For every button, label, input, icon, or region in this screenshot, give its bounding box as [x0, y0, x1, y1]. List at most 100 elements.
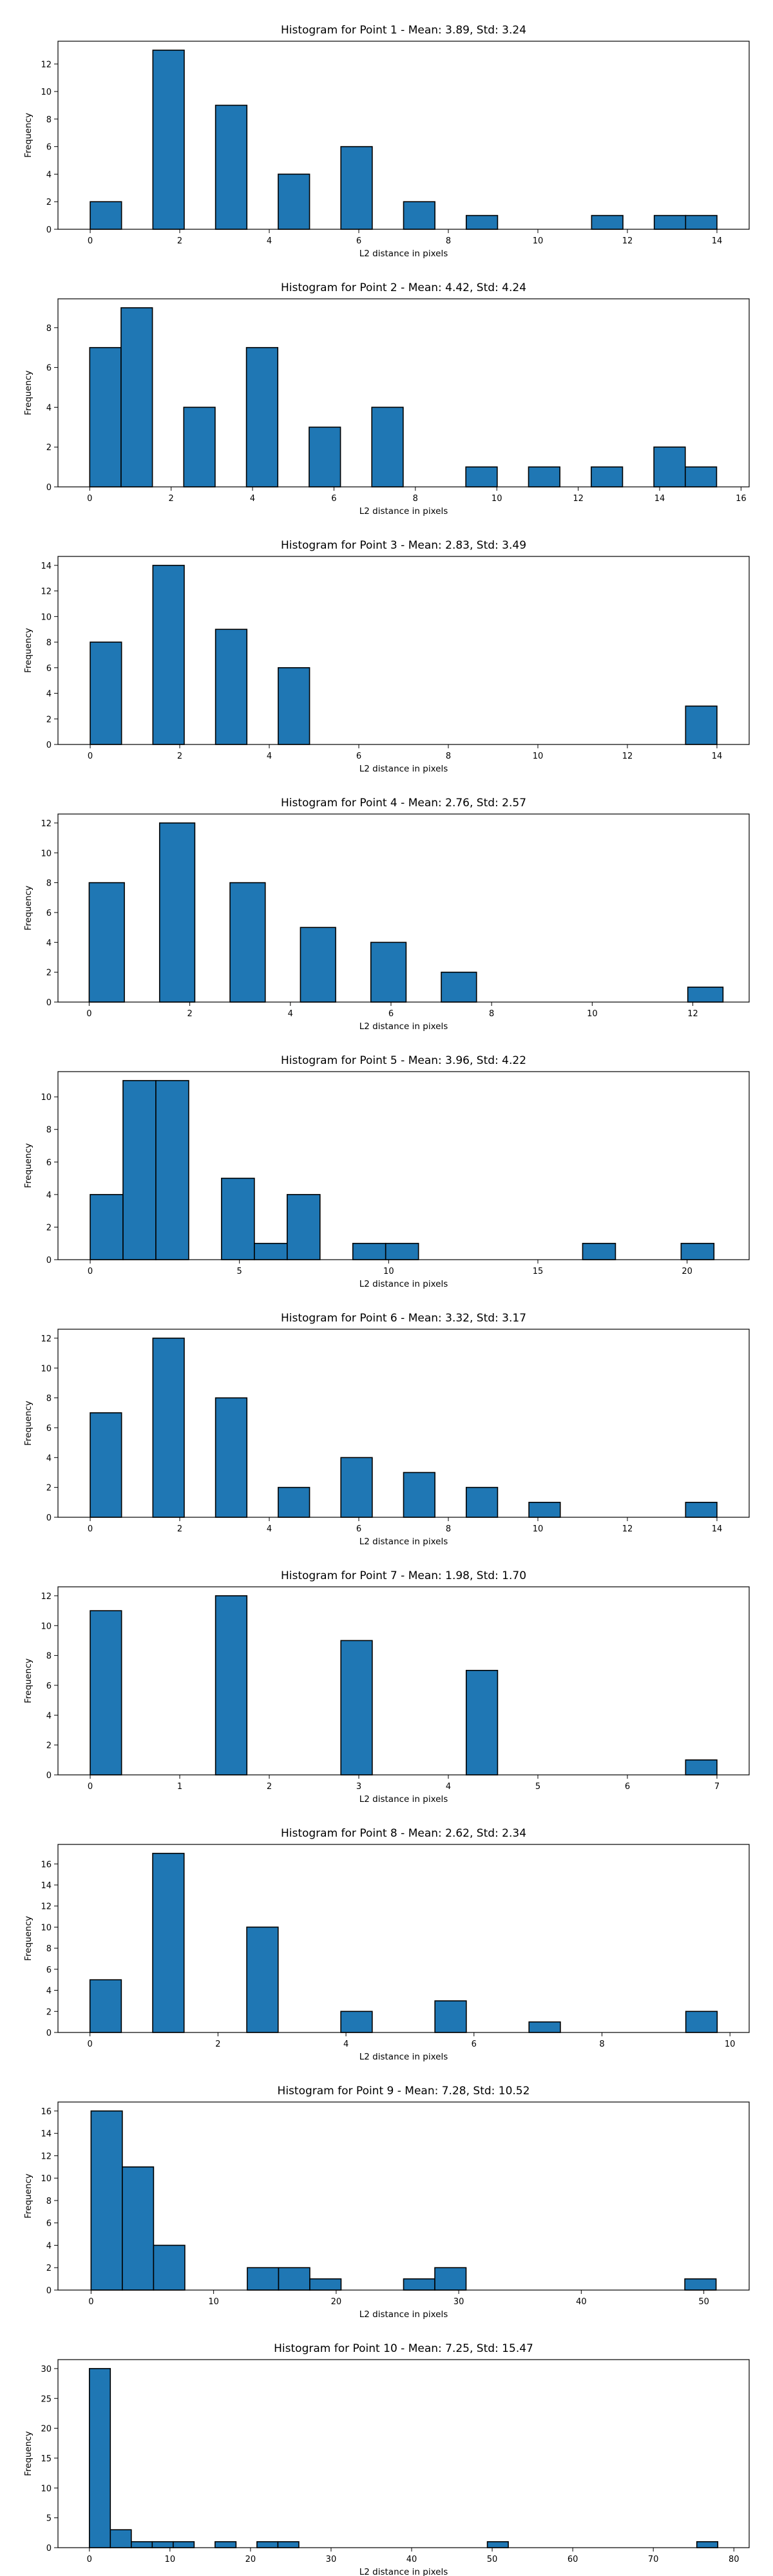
- y-tick-label: 0: [46, 225, 52, 235]
- x-tick-label: 5: [237, 1267, 242, 1276]
- histogram-bar: [90, 2110, 123, 2291]
- chart-title: Histogram for Point 1 - Mean: 3.89, Std:…: [281, 24, 526, 37]
- histogram-bar: [441, 971, 477, 1003]
- y-tick-label: 8: [46, 1126, 52, 1135]
- histogram-bar: [122, 1080, 157, 1260]
- x-tick-label: 50: [698, 2297, 709, 2307]
- histogram-bar: [685, 1502, 718, 1518]
- y-tick-label: 16: [41, 1860, 52, 1870]
- histogram-bar: [685, 1759, 718, 1776]
- y-axis-label: Frequency: [23, 370, 33, 415]
- histogram-bar: [256, 2541, 279, 2548]
- y-tick-label: 0: [46, 483, 52, 493]
- histogram-bar: [403, 201, 435, 230]
- y-tick-label: 6: [46, 1965, 52, 1975]
- y-tick-label: 12: [41, 2152, 52, 2161]
- histogram-bar: [684, 2278, 717, 2291]
- x-tick-label: 10: [383, 1267, 394, 1276]
- x-tick-label: 70: [648, 2555, 659, 2564]
- histogram-bar: [685, 2011, 718, 2033]
- histogram-bar: [465, 1669, 499, 1776]
- histogram-bar: [371, 406, 404, 488]
- histogram-bar: [215, 1397, 248, 1518]
- histogram-bar: [591, 214, 624, 230]
- x-tick-label: 4: [288, 1009, 293, 1019]
- y-tick-label: 8: [46, 115, 52, 125]
- y-tick-label: 8: [46, 1944, 52, 1954]
- chart-title: Histogram for Point 8 - Mean: 2.62, Std:…: [281, 1827, 526, 1840]
- histogram-bar: [591, 466, 624, 488]
- histogram-bar: [403, 2278, 435, 2291]
- x-tick-label: 10: [533, 1524, 544, 1534]
- plot-frame: [57, 1844, 750, 2033]
- y-tick-label: 10: [41, 1364, 52, 1374]
- histogram-bar: [287, 1194, 321, 1260]
- histogram-panel-3: Histogram for Point 3 - Mean: 2.83, Std:…: [23, 539, 750, 774]
- y-axis-label: Frequency: [23, 1401, 33, 1446]
- y-tick-label: 0: [46, 1513, 52, 1523]
- x-axis-label: L2 distance in pixels: [359, 506, 448, 516]
- histogram-bar: [229, 882, 266, 1003]
- y-tick-label: 4: [46, 938, 52, 948]
- histogram-bar: [158, 822, 196, 1003]
- y-tick-label: 15: [41, 2454, 52, 2464]
- plot-frame: [57, 813, 750, 1003]
- x-tick-label: 4: [446, 1782, 451, 1792]
- y-tick-label: 14: [41, 1881, 52, 1891]
- x-tick-label: 10: [533, 752, 544, 761]
- y-tick-label: 6: [46, 2219, 52, 2229]
- histogram-panel-4: Histogram for Point 4 - Mean: 2.76, Std:…: [23, 797, 750, 1032]
- plot-frame: [57, 1071, 750, 1260]
- y-tick-label: 0: [46, 1256, 52, 1265]
- plot-frame: [57, 1329, 750, 1518]
- x-tick-label: 6: [388, 1009, 394, 1019]
- chart-title: Histogram for Point 5 - Mean: 3.96, Std:…: [281, 1054, 526, 1067]
- histogram-bar: [528, 1502, 561, 1518]
- x-tick-label: 2: [267, 1782, 272, 1792]
- y-tick-label: 4: [46, 690, 52, 699]
- histogram-bar: [90, 1610, 122, 1776]
- histogram-bar: [300, 927, 336, 1003]
- plot-frame: [57, 41, 750, 230]
- histogram-panel-8: Histogram for Point 8 - Mean: 2.62, Std:…: [23, 1827, 750, 2062]
- histogram-bar: [88, 882, 125, 1003]
- y-axis-label: Frequency: [23, 2174, 33, 2219]
- histogram-bar: [685, 214, 718, 230]
- histogram-panel-10: Histogram for Point 10 - Mean: 7.25, Std…: [23, 2342, 750, 2576]
- x-tick-label: 20: [682, 1267, 692, 1276]
- histogram-bar: [215, 104, 248, 230]
- plot-frame: [57, 556, 750, 745]
- y-tick-label: 12: [41, 60, 52, 70]
- y-tick-label: 5: [46, 2514, 52, 2524]
- x-tick-label: 30: [453, 2297, 464, 2307]
- y-tick-label: 2: [46, 1223, 52, 1233]
- y-tick-label: 12: [41, 819, 52, 829]
- plot-frame: [57, 1586, 750, 1776]
- x-tick-label: 6: [356, 236, 361, 246]
- y-tick-label: 8: [46, 1394, 52, 1404]
- histogram-bar: [340, 1640, 373, 1776]
- y-tick-label: 14: [41, 2130, 52, 2139]
- x-tick-label: 10: [587, 1009, 598, 1019]
- histogram-bar: [90, 1412, 122, 1518]
- x-tick-label: 8: [446, 1524, 451, 1534]
- histogram-panel-7: Histogram for Point 7 - Mean: 1.98, Std:…: [23, 1569, 750, 1804]
- x-tick-label: 10: [208, 2297, 219, 2307]
- chart-title: Histogram for Point 2 - Mean: 4.42, Std:…: [281, 281, 526, 294]
- chart-title: Histogram for Point 10 - Mean: 7.25, Std…: [274, 2342, 533, 2355]
- y-tick-label: 8: [46, 1652, 52, 1662]
- x-tick-label: 10: [165, 2555, 176, 2564]
- y-tick-label: 0: [46, 741, 52, 750]
- histogram-panel-1: Histogram for Point 1 - Mean: 3.89, Std:…: [23, 24, 750, 259]
- histogram-bar: [152, 50, 185, 230]
- histogram-bar: [183, 406, 216, 488]
- x-tick-label: 14: [654, 494, 665, 504]
- y-tick-label: 2: [46, 715, 52, 724]
- plot-frame: [57, 2359, 750, 2548]
- y-tick-label: 0: [46, 1771, 52, 1781]
- x-tick-label: 8: [599, 2040, 604, 2049]
- y-tick-label: 8: [46, 2197, 52, 2206]
- histogram-bar: [88, 2368, 111, 2548]
- histogram-bar: [155, 1080, 189, 1260]
- y-tick-label: 2: [46, 198, 52, 207]
